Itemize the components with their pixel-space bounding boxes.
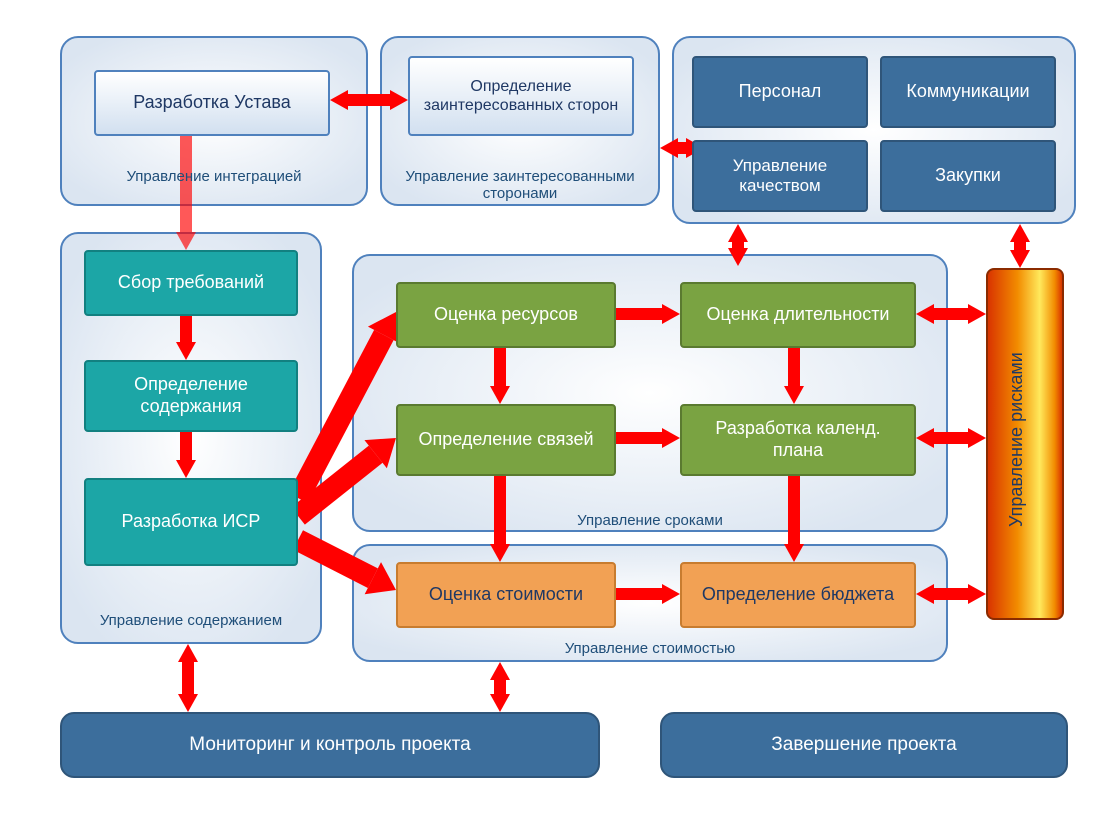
n-schedule: Разработка календ. плана	[680, 404, 916, 476]
n-wbs: Разработка ИСР	[84, 478, 298, 566]
n-charter: Разработка Устава	[94, 70, 330, 136]
n-communications: Коммуникации	[880, 56, 1056, 128]
n-stakeholders: Определение заинтересованных сторон	[408, 56, 634, 136]
c-scope-caption: Управление содержанием	[60, 612, 322, 629]
a22	[490, 662, 510, 712]
n-monitoring: Мониторинг и контроль проекта	[60, 712, 600, 778]
n-budget: Определение бюджета	[680, 562, 916, 628]
c-integration-caption: Управление интеграцией	[60, 168, 368, 185]
risks-label: Управление рисками	[1006, 310, 1027, 570]
n-requirements: Сбор требований	[84, 250, 298, 316]
n-quality: Управление качеством	[692, 140, 868, 212]
n-links: Определение связей	[396, 404, 616, 476]
c-time-caption: Управление сроками	[352, 512, 948, 529]
n-closing: Завершение проекта	[660, 712, 1068, 778]
n-duration: Оценка длительности	[680, 282, 916, 348]
n-scope-def: Определение содержания	[84, 360, 298, 432]
n-personnel: Персонал	[692, 56, 868, 128]
n-procurement: Закупки	[880, 140, 1056, 212]
a21	[178, 644, 198, 712]
n-resources: Оценка ресурсов	[396, 282, 616, 348]
a5	[1010, 224, 1030, 268]
c-cost-caption: Управление стоимостью	[352, 640, 948, 657]
n-cost-est: Оценка стоимости	[396, 562, 616, 628]
c-stakeholders-caption: Управление заинтересованными сторонами	[380, 168, 660, 202]
